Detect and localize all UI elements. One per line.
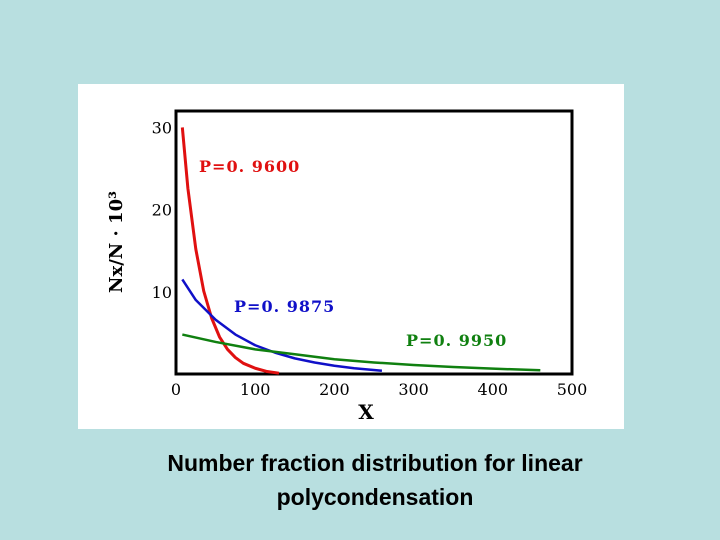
y-tick-labels: 10 20 30 [152,118,172,301]
x-tick-label: 100 [240,380,271,399]
chart-panel: 0 100 200 300 400 500 10 20 30 X Nx/N · 10³ P=0… [78,84,624,429]
x-tick-label: 400 [478,380,509,399]
y-axis-label: Nx/N · 10³ [106,191,127,293]
x-tick-labels: 0 100 200 300 400 500 [171,380,587,399]
y-tick-label: 30 [152,118,172,137]
x-axis-label: X [358,400,374,424]
y-tick-label: 10 [152,283,172,302]
y-tick-label: 20 [152,201,172,220]
series-label-p9875: P=0. 9875 [234,297,335,316]
chart: 0 100 200 300 400 500 10 20 30 X Nx/N · 10³ P=0… [106,109,587,424]
x-tick-label: 300 [398,380,429,399]
x-tick-label: 0 [171,380,181,399]
plot-frame [174,109,574,376]
caption-line-1: Number fraction distribution for linear [167,450,583,476]
series-layer [180,127,541,375]
x-tick-label: 500 [557,380,588,399]
slide-caption: Number fraction distribution for linear … [0,446,720,514]
series-line-2 [181,278,383,372]
caption-line-2: polycondensation [276,484,474,510]
series-label-p9600: P=0. 9600 [199,157,300,176]
x-tick-label: 200 [319,380,350,399]
series-label-p9950: P=0. 9950 [406,331,507,350]
series-line-3 [182,333,541,372]
